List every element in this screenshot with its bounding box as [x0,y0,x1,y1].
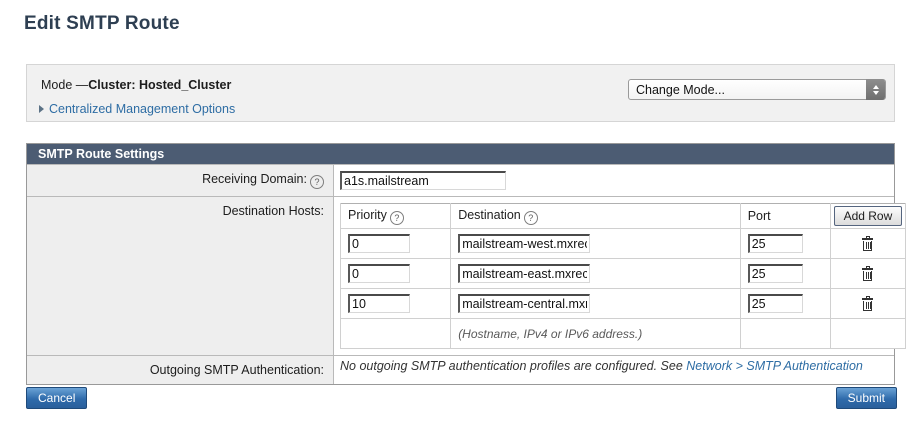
hint-blank-port [739,318,831,349]
trash-body [863,300,873,311]
destination-hosts-table: Priority? Destination? Port Add Row [339,203,907,349]
priority-cell [339,228,452,259]
column-header-actions: Add Row [829,203,907,229]
mode-value: Cluster: Hosted_Cluster [88,78,232,92]
trash-lid [862,237,874,240]
table-row [339,228,907,259]
table-row [339,258,907,289]
change-mode-select[interactable]: Change Mode... [628,79,886,100]
trash-body [863,270,873,281]
destination-header-label: Destination [458,207,521,222]
destination-cell [450,288,741,319]
destination-input[interactable] [458,264,591,283]
trash-lid [862,297,874,300]
form-table: Receiving Domain:? Destination Hosts: [27,164,907,384]
select-stepper-icon[interactable] [866,79,885,100]
hint-blank-priority [339,318,452,349]
destination-input[interactable] [458,234,591,253]
actions-cell [829,288,907,319]
trash-handle [865,295,870,298]
receiving-domain-label: Receiving Domain: [202,172,307,186]
receiving-domain-label-cell: Receiving Domain:? [27,164,334,197]
port-input[interactable] [747,264,803,283]
column-header-port: Port [739,203,831,229]
hint-blank-actions [829,318,907,349]
trash-handle [865,235,870,238]
priority-input[interactable] [348,264,410,283]
port-cell [739,288,831,319]
triangle-right-icon [39,105,44,113]
help-icon[interactable]: ? [389,210,404,225]
port-cell [739,258,831,289]
port-header-label: Port [747,209,771,223]
add-row-button[interactable]: Add Row [833,206,903,226]
outgoing-auth-value-cell: No outgoing SMTP authentication profiles… [333,355,894,384]
column-header-destination: Destination? [450,203,741,229]
outgoing-auth-message: No outgoing SMTP authentication profiles… [340,359,687,373]
priority-header-label: Priority [348,207,387,222]
help-icon[interactable]: ? [310,175,324,189]
receiving-domain-input[interactable] [340,171,506,190]
receiving-domain-row: Receiving Domain:? [27,164,894,197]
smtp-route-settings-panel: SMTP Route Settings Receiving Domain:? D… [26,143,907,385]
destination-hint: (Hostname, IPv4 or IPv6 address.) [450,318,741,349]
trash-icon[interactable] [862,295,874,311]
centralized-management-options-link[interactable]: Centralized Management Options [49,102,236,116]
actions-cell [829,228,907,259]
destination-hosts-row: Destination Hosts: Priority? [27,196,907,356]
destination-input[interactable] [458,294,591,313]
priority-input[interactable] [348,294,410,313]
mode-label: Mode — [41,78,89,92]
submit-button[interactable]: Submit [835,387,897,409]
column-header-priority: Priority? [339,203,452,229]
priority-cell [339,258,452,289]
table-row [339,288,907,319]
trash-icon[interactable] [862,265,874,281]
port-cell [739,228,831,259]
port-input[interactable] [747,234,803,253]
trash-body [863,240,873,251]
port-input[interactable] [747,294,803,313]
destination-hosts-label: Destination Hosts: [222,204,324,218]
smtp-authentication-link[interactable]: Network > SMTP Authentication [686,359,863,373]
trash-handle [865,265,870,268]
chevron-up-icon [872,84,879,89]
outgoing-auth-label-cell: Outgoing SMTP Authentication: [27,355,334,384]
receiving-domain-value-cell [333,164,894,197]
priority-cell [339,288,452,319]
trash-icon[interactable] [862,235,874,251]
cancel-button[interactable]: Cancel [26,387,88,409]
mode-line: Mode —Cluster: Hosted_Cluster [41,78,231,92]
hint-row: (Hostname, IPv4 or IPv6 address.) [339,318,907,349]
destination-hosts-value-cell: Priority? Destination? Port Add Row [333,196,907,356]
outgoing-auth-row: Outgoing SMTP Authentication: No outgoin… [27,355,894,384]
destination-hosts-header-row: Priority? Destination? Port Add Row [339,203,907,229]
help-icon[interactable]: ? [523,210,538,225]
mode-bar: Mode —Cluster: Hosted_Cluster Centralize… [26,64,895,122]
chevron-down-icon [872,90,879,95]
destination-cell [450,258,741,289]
change-mode-selected-value: Change Mode... [636,82,725,97]
destination-cell [450,228,741,259]
actions-cell [829,258,907,289]
trash-lid [862,267,874,270]
priority-input[interactable] [348,234,410,253]
outgoing-auth-label: Outgoing SMTP Authentication: [149,363,324,377]
panel-header: SMTP Route Settings [27,144,894,164]
centralized-management-options[interactable]: Centralized Management Options [39,102,235,116]
page-title: Edit SMTP Route [24,13,180,34]
destination-hosts-label-cell: Destination Hosts: [27,196,334,356]
